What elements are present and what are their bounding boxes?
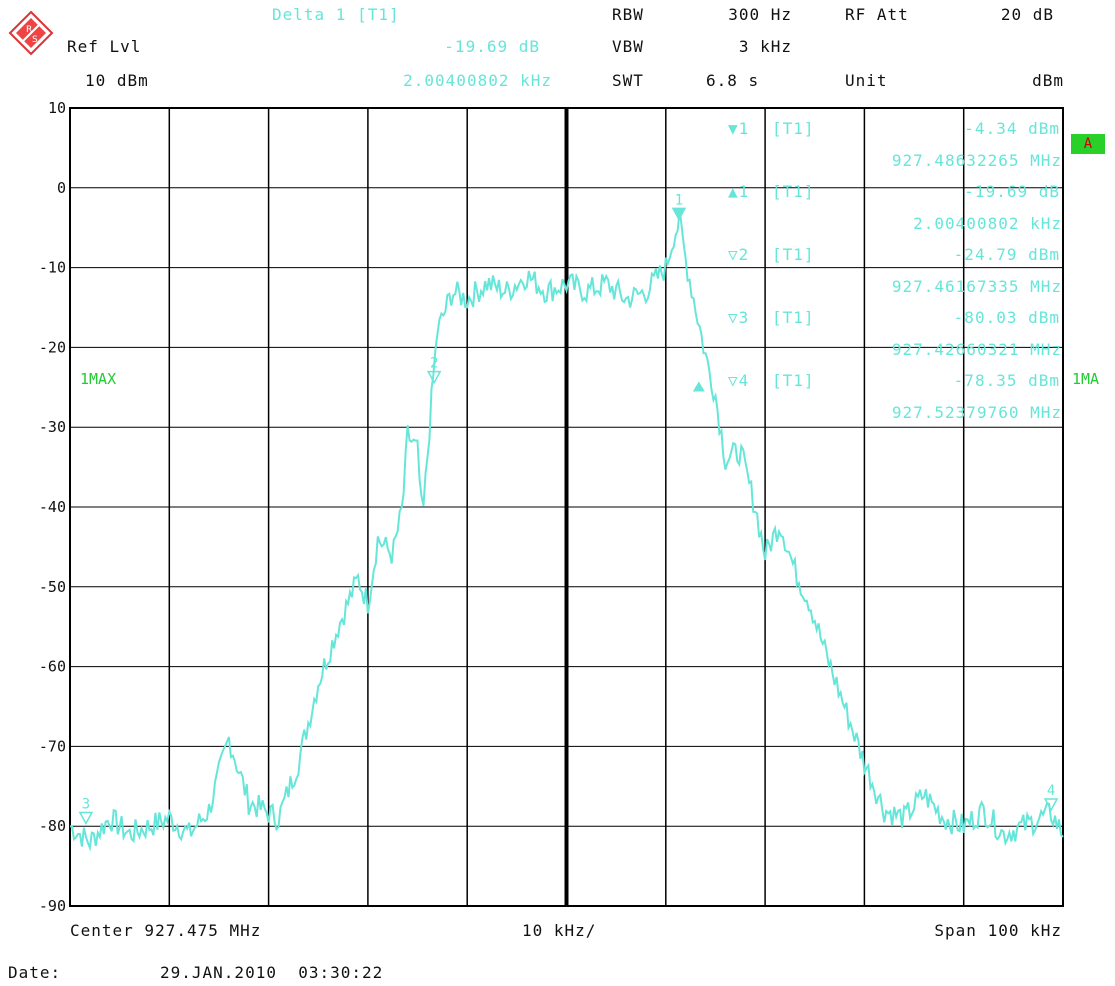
y-tick-label: -80: [39, 817, 66, 835]
center-frequency: Center 927.475 MHz: [70, 921, 262, 940]
grid: [69, 107, 1064, 907]
marker-delta: [692, 381, 705, 392]
marker-table-symbol: ▼1: [728, 119, 750, 138]
y-tick-labels: 10 0 -10 -20 -30 -40 -50 -60 -70 -80 -90: [39, 99, 66, 915]
swt-value: 6.8 s: [706, 71, 760, 90]
delta-frequency: 2.00400802 kHz: [403, 71, 552, 90]
marker-table-level: -24.79 dBm: [953, 245, 1060, 264]
marker-table-frequency: 927.42660321 MHz: [891, 340, 1062, 359]
y-tick-label: -70: [39, 737, 66, 755]
swt-label: SWT: [612, 71, 644, 90]
marker-table-trace: [T1]: [772, 245, 815, 264]
marker-label: 2: [430, 356, 438, 372]
marker-table-symbol: ▽3: [728, 308, 750, 327]
marker-2: 2: [426, 356, 442, 385]
y-tick-label: -10: [39, 259, 66, 277]
ref-lvl-label: Ref Lvl: [67, 37, 142, 56]
date-value: 29.JAN.2010 03:30:22: [160, 963, 384, 982]
rf-att-value: 20 dB: [1000, 5, 1054, 24]
y-tick-label: -20: [39, 338, 66, 356]
svg-text:R: R: [26, 25, 32, 35]
rf-att-label: RF Att: [845, 5, 909, 24]
marker-table-trace: [T1]: [772, 119, 815, 138]
rbw-value: 300 Hz: [728, 5, 792, 24]
y-tick-label: -60: [39, 658, 66, 676]
marker-table-trace: [T1]: [772, 308, 815, 327]
delta-level: -19.69 dB: [444, 37, 540, 56]
marker-table-symbol: ▲1: [728, 182, 750, 201]
marker-table-frequency: 927.46167335 MHz: [891, 277, 1062, 296]
marker-label: 1: [675, 192, 683, 208]
trace-mode-label-right: 1MA: [1072, 370, 1100, 388]
marker-1: 1: [671, 192, 687, 221]
marker-table-level: -78.35 dBm: [953, 371, 1060, 390]
vbw-value: 3 kHz: [738, 37, 792, 56]
y-tick-label: -40: [39, 498, 66, 516]
markers: 1 2 3 4: [78, 192, 1059, 826]
rbw-label: RBW: [612, 5, 644, 24]
y-tick-label: -30: [39, 418, 66, 436]
date-label: Date:: [8, 963, 62, 982]
division-label: 10 kHz/: [522, 921, 597, 940]
marker-table-trace: [T1]: [772, 182, 815, 201]
vbw-label: VBW: [612, 37, 644, 56]
marker-3: 3: [78, 796, 94, 826]
rohde-schwarz-logo: R S: [8, 10, 54, 56]
marker-table-level: -80.03 dBm: [953, 308, 1060, 327]
unit-label: Unit: [845, 71, 888, 90]
trace-mode-label: 1MAX: [80, 370, 117, 388]
marker-table-frequency: 927.48632265 MHz: [891, 151, 1062, 170]
marker-table-level: -4.34 dBm: [964, 119, 1060, 138]
marker-4: 4: [1043, 783, 1059, 812]
marker-table-symbol: ▽2: [728, 245, 750, 264]
unit-value: dBm: [1032, 71, 1064, 90]
marker-table-trace: [T1]: [772, 371, 815, 390]
y-tick-label: 10: [48, 99, 66, 117]
delta-title: Delta 1 [T1]: [272, 5, 400, 24]
marker-table-level: -19.69 dB: [964, 182, 1060, 201]
y-tick-label: -90: [39, 897, 66, 915]
marker-table-frequency: 927.52379760 MHz: [891, 403, 1062, 422]
marker-label: 3: [82, 796, 90, 812]
trace-a-badge: A: [1071, 134, 1105, 154]
marker-table-symbol: ▽4: [728, 371, 750, 390]
svg-text:S: S: [32, 35, 38, 45]
ref-lvl-value: 10 dBm: [85, 71, 149, 90]
span-label: Span 100 kHz: [934, 921, 1062, 940]
marker-table-frequency: 2.00400802 kHz: [913, 214, 1062, 233]
marker-label: 4: [1047, 783, 1055, 799]
y-tick-label: -50: [39, 578, 66, 596]
trace-1: [69, 209, 1064, 852]
y-tick-label: 0: [57, 179, 66, 197]
